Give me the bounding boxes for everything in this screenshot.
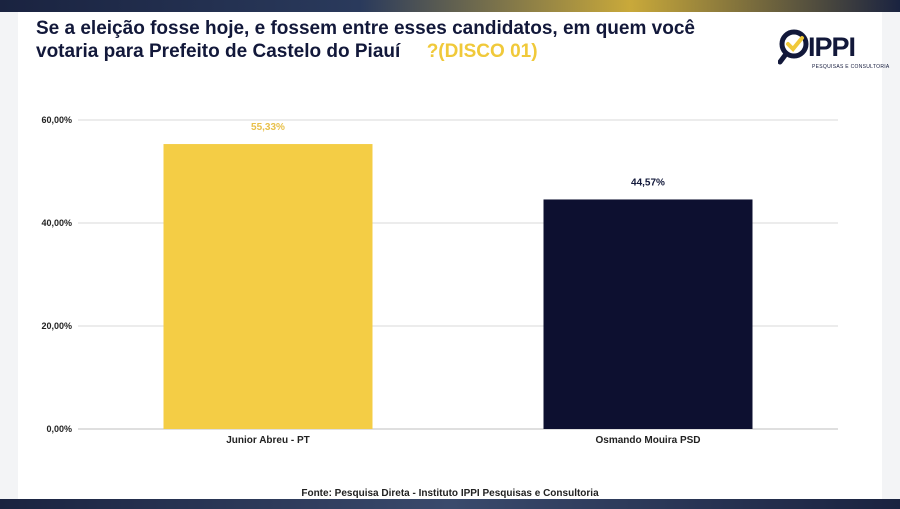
- x-axis-labels: Junior Abreu - PT Osmando Mouira PSD: [226, 435, 700, 446]
- logo-subtitle: PESQUISAS E CONSULTORIA: [812, 64, 890, 70]
- value-labels: 55,33% 44,57%: [251, 122, 665, 188]
- y-tick-label: 0,00%: [46, 424, 72, 434]
- magnifier-check-icon: [778, 29, 809, 65]
- bar: [543, 199, 753, 429]
- x-tick-label: Junior Abreu - PT: [226, 435, 310, 446]
- data-label: 44,57%: [631, 177, 665, 188]
- y-tick-label: 40,00%: [41, 218, 72, 228]
- ippi-logo: IPPI PESQUISAS E CONSULTORIA: [778, 29, 889, 75]
- chart-title-main: Se a eleição fosse hoje, e fossem entre …: [36, 18, 695, 62]
- chart-bars: [163, 144, 753, 429]
- source-note: Fonte: Pesquisa Direta - Instituto IPPI …: [301, 488, 599, 499]
- chart-title: Se a eleição fosse hoje, e fossem entre …: [36, 17, 756, 63]
- data-label: 55,33%: [251, 122, 285, 133]
- logo-text: IPPI: [808, 32, 856, 62]
- x-tick-label: Osmando Mouira PSD: [595, 435, 700, 446]
- y-tick-label: 20,00%: [41, 321, 72, 331]
- top-decorative-bar: [0, 0, 900, 12]
- chart-title-accent: ?(DISCO 01): [426, 41, 538, 62]
- y-axis-ticks: 0,00% 20,00% 40,00% 60,00%: [41, 115, 72, 434]
- bottom-decorative-bar: [0, 499, 900, 509]
- y-tick-label: 60,00%: [41, 115, 72, 125]
- bar: [163, 144, 373, 429]
